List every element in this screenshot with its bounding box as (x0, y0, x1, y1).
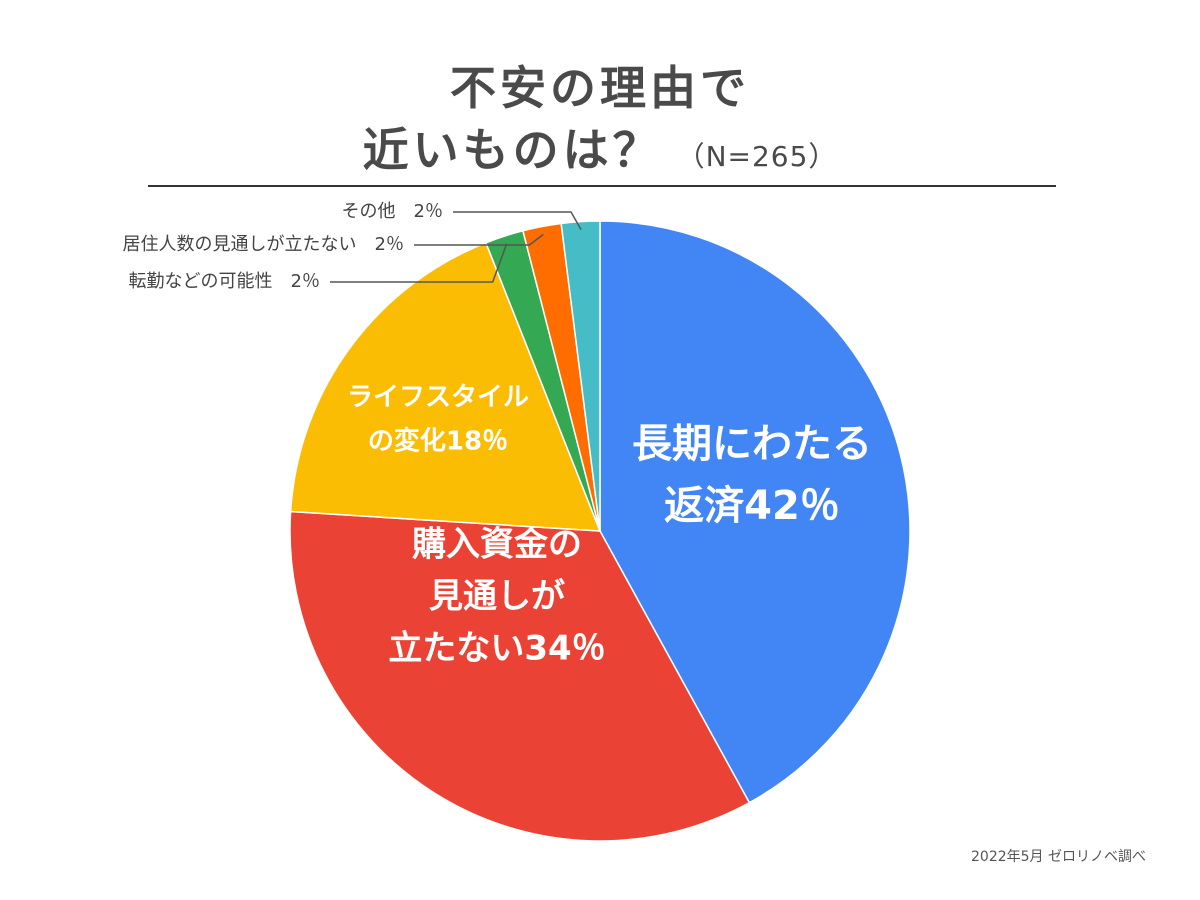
chart-title-line2: 近いものは？ （N=265） (0, 114, 1200, 180)
slice-label-4: 居住人数の見通しが立たない 2％ (123, 234, 404, 255)
leader-line-4 (414, 233, 544, 246)
slice-label-2-line-1: の変化18％ (368, 426, 508, 457)
slice-label-5: その他 2％ (342, 201, 443, 222)
leader-line-5 (453, 211, 582, 230)
source-note: 2022年5月 ゼロリノベ調べ (971, 849, 1146, 865)
slice-label-3: 転勤などの可能性 2％ (129, 271, 320, 292)
pie-slice-2 (289, 241, 602, 532)
chart-title-line1: 不安の理由で (450, 61, 750, 115)
pie-slice-0 (599, 220, 911, 804)
slice-label-0-line-1: 返済42％ (664, 483, 840, 529)
slice-label-2-line-0: ライフスタイル (347, 383, 529, 413)
slice-label-1-line-0: 購入資金の (412, 525, 582, 565)
slice-label-1-line-1: 見通しが (429, 577, 565, 617)
pie-slice-5 (560, 220, 601, 532)
pie-slice-1 (289, 510, 751, 842)
slice-label-0-line-0: 長期にわたる (632, 421, 872, 467)
leader-line-3 (330, 243, 508, 283)
slice-label-1-line-2: 立たない34％ (388, 629, 605, 669)
title-divider (148, 185, 1056, 187)
sample-size: （N=265） (676, 140, 838, 173)
chart-title-question: 近いものは？ (362, 123, 663, 177)
